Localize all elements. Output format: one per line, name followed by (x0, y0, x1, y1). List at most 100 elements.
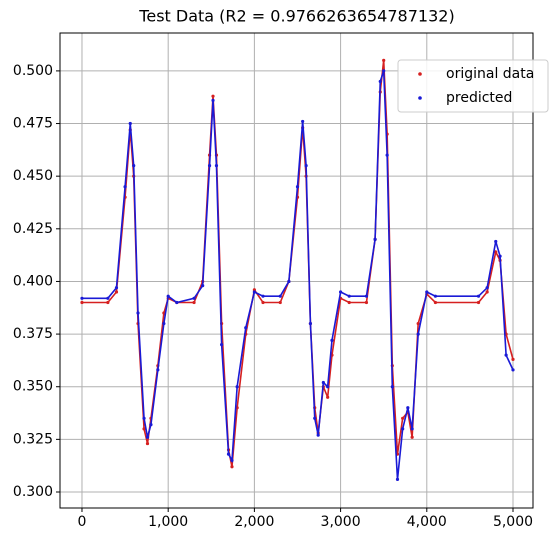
data-point (201, 284, 205, 288)
data-point (425, 290, 429, 294)
data-point (175, 300, 179, 305)
data-point (166, 294, 170, 298)
data-point (498, 254, 502, 258)
data-point (123, 185, 127, 189)
data-point (230, 465, 234, 469)
legend: original data predicted (397, 59, 549, 113)
data-point (214, 164, 219, 168)
data-point (416, 321, 420, 326)
y-tick-label: 0.425 (13, 221, 53, 237)
data-point (145, 441, 150, 446)
data-point (301, 119, 305, 124)
data-point (226, 452, 231, 456)
data-point (433, 300, 438, 305)
data-point (142, 416, 146, 420)
data-point (207, 164, 212, 168)
data-point (364, 300, 369, 305)
data-point (494, 239, 498, 244)
x-tick-label: 0 (78, 514, 87, 530)
data-point (326, 395, 330, 399)
data-point (128, 121, 132, 126)
data-point (433, 294, 438, 298)
y-tick-label: 0.475 (13, 116, 53, 132)
x-tick-label: 1,000 (148, 514, 188, 530)
data-point (156, 368, 160, 372)
data-point (162, 321, 166, 326)
data-point (485, 286, 489, 290)
y-tick-label: 0.300 (13, 484, 53, 500)
data-point (401, 416, 405, 420)
series (80, 58, 515, 469)
legend-box (397, 59, 549, 113)
data-point (192, 296, 196, 300)
data-point (476, 300, 481, 305)
data-point (395, 477, 400, 481)
data-point (211, 94, 215, 98)
data-point (278, 300, 282, 305)
data-point (106, 296, 110, 300)
x-tick-label: 5,000 (493, 514, 533, 530)
data-point (114, 290, 119, 294)
series (80, 69, 515, 481)
data-point (142, 427, 146, 431)
data-point (316, 433, 320, 437)
data-point (330, 338, 334, 343)
data-point (295, 185, 300, 189)
series-line (81, 60, 514, 467)
data-point (511, 357, 515, 361)
y-tick-label: 0.375 (13, 326, 53, 342)
data-point (145, 435, 150, 439)
data-point (220, 343, 224, 347)
x-tick-label: 4,000 (407, 514, 447, 530)
data-point (321, 380, 325, 385)
data-point (416, 332, 420, 336)
x-tick-label: 2,000 (234, 514, 274, 530)
data-point (504, 353, 508, 357)
data-point (261, 300, 265, 305)
data-point (401, 427, 405, 431)
y-tick-label: 0.500 (13, 63, 53, 79)
x-tick-label: 3,000 (321, 514, 361, 530)
data-point (364, 294, 369, 298)
data-point (338, 290, 343, 294)
data-point (326, 385, 330, 389)
y-tick-label: 0.450 (13, 168, 53, 184)
data-point (304, 164, 308, 168)
series-line (81, 70, 514, 480)
data-point (136, 311, 140, 315)
plot-frame (59, 32, 534, 509)
data-point (230, 458, 234, 463)
data-point (494, 250, 498, 254)
data-point (406, 406, 410, 410)
data-point (410, 427, 414, 431)
data-point (261, 294, 265, 298)
data-point (382, 69, 386, 73)
data-point (382, 58, 386, 62)
data-point (511, 368, 515, 372)
data-point (211, 98, 215, 102)
data-point (114, 286, 119, 290)
data-point (347, 294, 351, 298)
y-tick-label: 0.325 (13, 431, 53, 447)
data-point (476, 294, 481, 298)
data-point (80, 300, 84, 305)
y-tick-label: 0.350 (13, 379, 53, 395)
data-point (485, 290, 489, 294)
data-point (308, 321, 313, 326)
chart-title: Test Data (R2 = 0.9766263654787132) (138, 7, 454, 26)
data-point (373, 237, 377, 241)
data-point (287, 279, 291, 284)
data-point (132, 164, 136, 168)
data-point (80, 296, 84, 300)
data-point (385, 153, 389, 157)
data-point (410, 435, 414, 439)
y-tick-label: 0.400 (13, 273, 53, 289)
data-point (313, 416, 317, 420)
data-point (378, 79, 382, 84)
legend-marker (418, 72, 422, 76)
legend-marker (418, 96, 422, 100)
data-point (252, 290, 256, 294)
data-point (390, 385, 394, 389)
data-point (149, 423, 153, 427)
